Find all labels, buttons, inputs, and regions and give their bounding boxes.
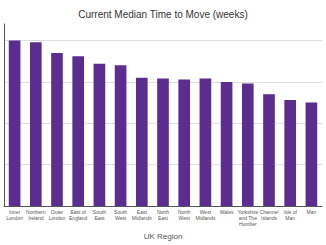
svg-text:Inner: Inner: [8, 209, 21, 215]
svg-text:Channel: Channel: [259, 209, 279, 215]
svg-text:Current Median Time to Move (w: Current Median Time to Move (weeks): [78, 9, 248, 20]
svg-text:South: South: [114, 209, 128, 215]
svg-text:West: West: [199, 209, 212, 215]
svg-text:London: London: [6, 215, 23, 221]
svg-text:England: England: [69, 215, 88, 221]
svg-text:Wales: Wales: [220, 209, 234, 215]
svg-text:East: East: [136, 209, 147, 215]
svg-text:East: East: [94, 215, 105, 221]
svg-text:Midlands: Midlands: [195, 215, 216, 221]
svg-text:North: North: [156, 209, 170, 215]
svg-text:South: South: [92, 209, 106, 215]
svg-text:Man: Man: [307, 209, 317, 215]
svg-text:West: West: [115, 215, 127, 221]
svg-text:Man: Man: [285, 215, 295, 221]
svg-text:Islands: Islands: [261, 215, 277, 221]
svg-text:Midlands: Midlands: [132, 215, 153, 221]
svg-text:London: London: [49, 215, 66, 221]
svg-text:Isle of: Isle of: [283, 209, 297, 215]
svg-text:North: North: [178, 209, 191, 215]
svg-text:East of: East of: [70, 209, 86, 215]
svg-text:Yorkshire: Yorkshire: [237, 209, 259, 215]
svg-text:Northern: Northern: [26, 209, 46, 215]
svg-text:Ireland: Ireland: [28, 215, 44, 221]
svg-text:West: West: [179, 215, 191, 221]
svg-text:and The: and The: [238, 215, 257, 221]
svg-text:Outer: Outer: [50, 209, 64, 215]
svg-text:Humber: Humber: [239, 221, 257, 227]
svg-text:UK Region: UK Region: [144, 232, 183, 241]
svg-text:East: East: [158, 215, 169, 221]
